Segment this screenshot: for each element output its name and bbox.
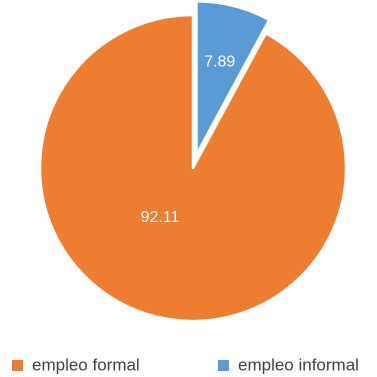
legend-item-empleo-informal: empleo informal: [218, 355, 359, 374]
legend-item-empleo-formal: empleo formal: [12, 355, 140, 374]
legend-swatch-empleo-formal: [12, 360, 23, 371]
pie-slice-empleo-informal: [195, 0, 271, 156]
pie-slice-empleo-formal: [38, 13, 348, 323]
legend-swatch-empleo-informal: [218, 360, 229, 371]
data-labels-layer: 92.11 7.89: [141, 54, 236, 227]
slices-layer: [38, 0, 348, 323]
data-label-empleo-informal: 7.89: [204, 54, 235, 71]
legend: empleo formal empleo informal: [12, 355, 359, 374]
legend-label-empleo-formal: empleo formal: [32, 355, 140, 374]
legend-label-empleo-informal: empleo informal: [238, 355, 359, 374]
data-label-empleo-formal: 92.11: [141, 209, 180, 226]
